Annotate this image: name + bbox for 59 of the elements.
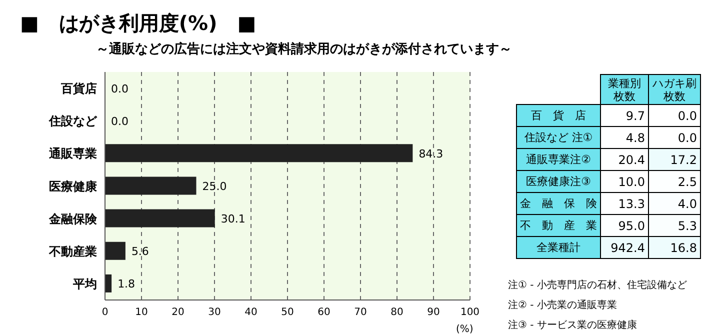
x-tick-label: 0 [102, 307, 108, 318]
text: 注③ - サービス業の医療健康 [508, 318, 637, 332]
data-label: 4.8 [600, 126, 648, 148]
data-label: 1.8 [118, 278, 136, 291]
x-tick-label: 80 [390, 307, 404, 318]
y-tick-label: 不動産業 [48, 244, 97, 258]
y-tick-label: 全業種計 [516, 236, 600, 258]
text: 注② - 小売業の通販専業 [508, 298, 617, 312]
y-tick-label: 通販専業 [48, 146, 97, 161]
chart-title: ■ はがき利用度(%) ■ [20, 10, 256, 37]
data-label: 16.8 [648, 236, 700, 258]
data-label: 4.0 [648, 192, 700, 214]
chart-subtitle: ～通販などの広告には注文や資料請求用のはがきが添付されています～ [96, 40, 512, 58]
x-tick-label: 20 [172, 307, 184, 318]
x-tick-label: ハガキ刷枚数 [652, 76, 697, 102]
x-tick-label: 業種別枚数 [608, 76, 642, 102]
bar [105, 242, 126, 260]
data-label: 0.0 [111, 114, 128, 128]
data-label: 0.0 [111, 82, 128, 96]
data-label: 13.3 [600, 192, 648, 214]
data-label: 5.3 [648, 214, 700, 236]
y-tick-label: 通販専業注② [516, 148, 600, 170]
data-label: 9.7 [600, 104, 648, 126]
y-tick-label: 百貨店 [60, 82, 97, 96]
data-label: 20.4 [600, 148, 648, 170]
data-label: 10.0 [600, 170, 648, 192]
y-tick-label: 住設など 注① [516, 126, 600, 148]
bar [105, 144, 413, 162]
y-tick-label: 不 動 産 業 [516, 214, 600, 236]
data-label: 2.5 [648, 170, 700, 192]
data-label: 5.6 [131, 245, 149, 258]
y-tick-label: 百 貨 店 [516, 104, 600, 126]
data-label: 942.4 [600, 236, 648, 258]
y-tick-label: 金融保険 [48, 212, 98, 226]
bar [105, 176, 196, 195]
x-tick-label: 30 [208, 307, 221, 318]
y-tick-label: 医療健康 [49, 179, 98, 194]
x-tick-label: 50 [281, 307, 294, 318]
data-label: 95.0 [600, 214, 648, 236]
x-axis-title: (%) [456, 324, 474, 335]
data-label: 84.3 [418, 147, 444, 160]
x-tick-label: 90 [427, 307, 440, 318]
y-tick-label: 平均 [72, 276, 97, 291]
data-label: 0.0 [648, 126, 700, 148]
data-label: 0.0 [648, 104, 700, 126]
y-tick-label: 住設など [48, 114, 98, 128]
data-label: 17.2 [648, 148, 700, 170]
x-tick-label: 10 [135, 307, 148, 318]
x-tick-label: 100 [460, 307, 480, 318]
x-tick-label: 40 [244, 307, 258, 318]
text: 注① - 小売専門店の石材、住宅設備など [508, 278, 687, 292]
bar [105, 274, 112, 292]
x-tick-label: 60 [318, 307, 330, 318]
bar [105, 209, 215, 228]
y-tick-label: 医療健康注③ [516, 170, 600, 192]
data-label: 30.1 [220, 212, 246, 226]
y-tick-label: 金 融 保 険 [516, 192, 600, 214]
data-label: 25.0 [202, 180, 227, 193]
x-tick-label: 70 [354, 307, 367, 318]
